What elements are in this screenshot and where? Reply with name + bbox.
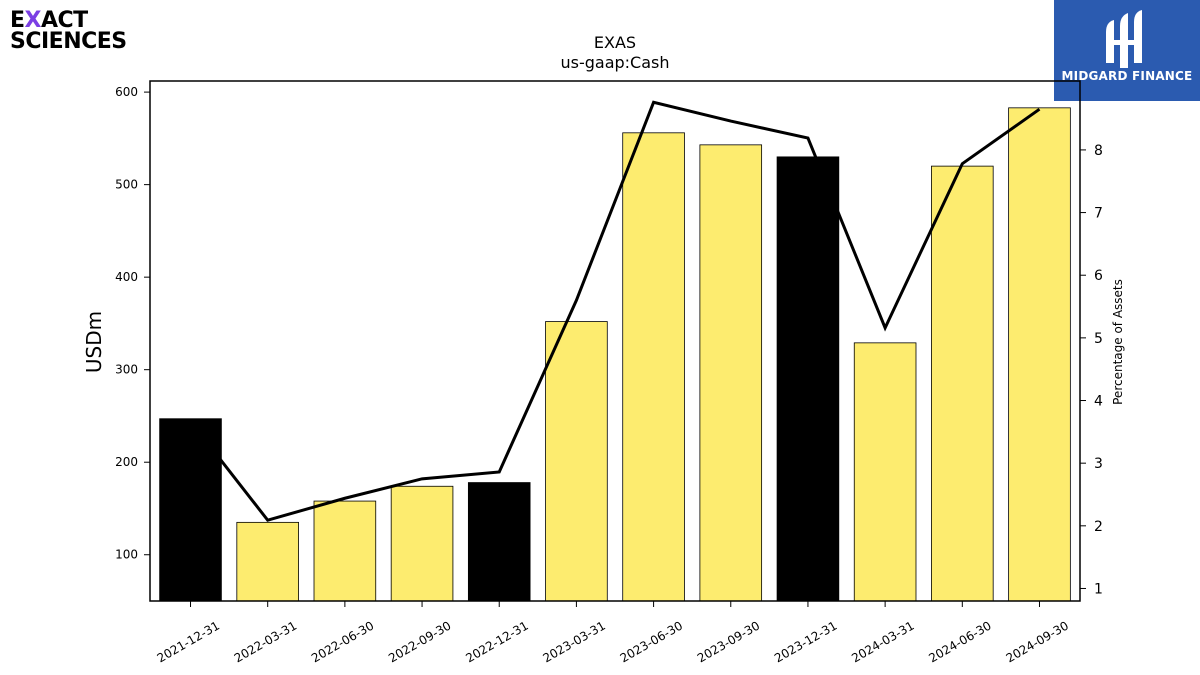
brand-name: MIDGARD FINANCE xyxy=(1061,69,1193,83)
y2-tick-label-7: 7 xyxy=(1094,206,1103,222)
bar-2024-03-31 xyxy=(853,342,917,602)
x-tick-label-2023-12-31: 2023-12-31 xyxy=(772,618,839,665)
bar-2022-09-30 xyxy=(390,485,454,602)
x-tick-label-2022-06-30: 2022-06-30 xyxy=(309,618,376,665)
y-tick-label-200: 200 xyxy=(115,455,138,469)
x-tick-label-2021-12-31: 2021-12-31 xyxy=(155,618,222,665)
bar-2024-06-30 xyxy=(931,165,994,602)
company-logo-line1: EXACT xyxy=(10,8,88,33)
line-series xyxy=(189,100,1041,522)
x-tick-label-2024-06-30: 2024-06-30 xyxy=(926,618,993,665)
x-tick-label-2023-03-31: 2023-03-31 xyxy=(541,618,608,665)
y-tick-label-400: 400 xyxy=(115,270,138,284)
y-tick-label-100: 100 xyxy=(115,548,138,562)
y-tick-label-600: 600 xyxy=(115,85,138,99)
x-tick-label-2022-09-30: 2022-09-30 xyxy=(386,618,453,665)
y2-axis: 1 2 3 4 5 6 7 8 xyxy=(1080,143,1103,597)
x-tick-label-2022-12-31: 2022-12-31 xyxy=(463,618,530,665)
y-axis: 100 200 300 400 500 600 xyxy=(115,85,150,562)
y2-tick-label-8: 8 xyxy=(1094,143,1103,159)
y2-tick-label-6: 6 xyxy=(1094,268,1103,284)
chart-subtitle: us-gaap:Cash xyxy=(560,53,669,72)
exact-sciences-logo: EXACT SCIENCES xyxy=(10,8,127,54)
x-tick-label-2023-09-30: 2023-09-30 xyxy=(695,618,762,665)
y2-tick-label-3: 3 xyxy=(1094,456,1103,472)
plot-frame xyxy=(149,80,1081,602)
y2-tick-label-2: 2 xyxy=(1094,519,1103,535)
y-tick-label-500: 500 xyxy=(115,178,138,192)
bar-2023-09-30 xyxy=(699,144,763,602)
y2-tick-label-5: 5 xyxy=(1094,331,1103,347)
bar-2023-03-31 xyxy=(545,321,608,602)
y2-tick-label-4: 4 xyxy=(1094,394,1103,410)
y-axis-label: USDm xyxy=(82,311,106,373)
bar-2023-06-30 xyxy=(622,132,685,602)
company-logo-line2: SCIENCES xyxy=(10,29,127,54)
x-tick-label-2023-06-30: 2023-06-30 xyxy=(618,618,685,665)
y2-tick-label-1: 1 xyxy=(1094,581,1103,597)
bar-2021-12-31 xyxy=(159,418,222,602)
bar-2022-12-31 xyxy=(467,482,531,602)
x-tick-label-2024-03-31: 2024-03-31 xyxy=(849,618,916,665)
x-tick-label-2024-09-30: 2024-09-30 xyxy=(1004,618,1071,665)
chart-title: EXAS xyxy=(594,33,636,52)
x-tick-label-2022-03-31: 2022-03-31 xyxy=(232,618,299,665)
bar-2022-03-31 xyxy=(236,521,299,602)
bar-2023-12-31 xyxy=(776,156,840,602)
midgard-emblem-icon xyxy=(1106,10,1142,68)
bar-2022-06-30 xyxy=(313,500,377,602)
bar-2024-09-30 xyxy=(1008,107,1071,602)
bar-series xyxy=(159,107,1071,602)
midgard-finance-logo: MIDGARD FINANCE xyxy=(1054,0,1200,101)
x-axis: 2021-12-31 2022-03-31 2022-06-30 2022-09-30… xyxy=(155,601,1071,665)
line-percentage-of-assets xyxy=(189,100,1041,522)
y2-axis-label: Percentage of Assets xyxy=(1111,279,1125,405)
y-tick-label-300: 300 xyxy=(115,363,138,377)
